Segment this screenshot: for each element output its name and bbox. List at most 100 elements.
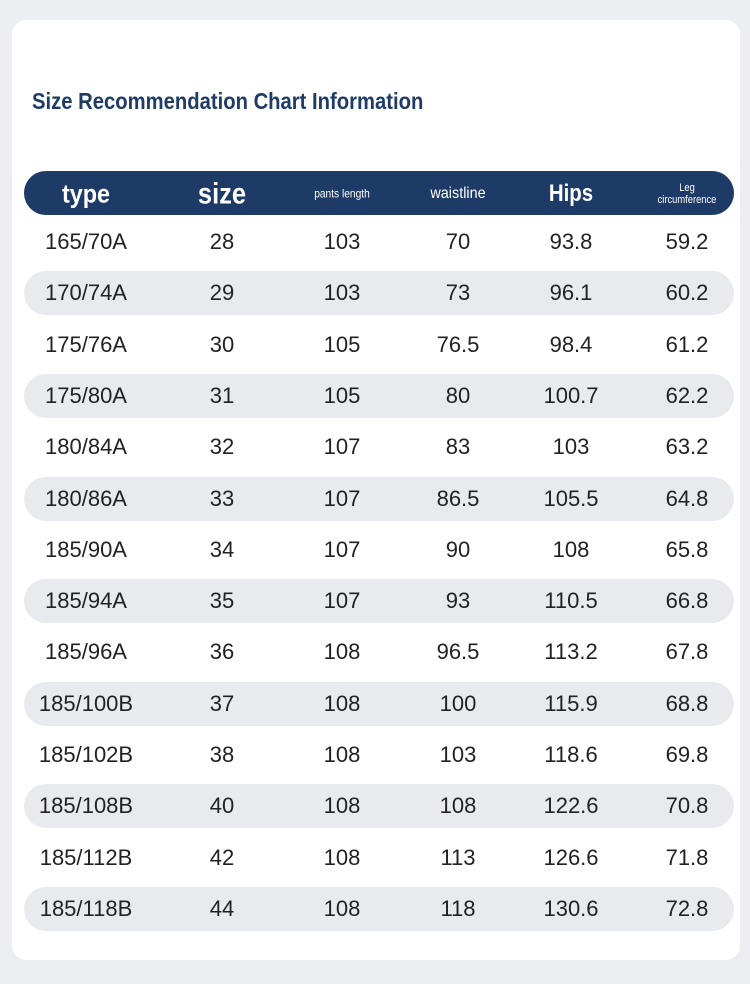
table-cell: 72.8 [665, 895, 709, 921]
table-cell: 175/80A [45, 382, 127, 408]
table-cell: 108 [323, 741, 361, 767]
table-cell: 35 [209, 588, 235, 613]
table-cell: 93 [445, 588, 471, 613]
table-cell: 100 [439, 690, 477, 716]
table-cell: 61.2 [665, 331, 709, 357]
table-cell: 76.5 [436, 331, 480, 357]
table-cell: 105.5 [543, 485, 599, 511]
table-cell: 185/118B [39, 895, 133, 921]
table-cell: 185/90A [45, 536, 127, 562]
header-cell: size [197, 177, 247, 211]
header-bar [24, 171, 734, 215]
table-cell: 103 [323, 228, 361, 254]
table-cell: 33 [209, 485, 235, 511]
table-cell: 64.8 [665, 485, 709, 511]
table-cell: 63.2 [665, 434, 709, 460]
table-cell: 108 [552, 536, 590, 562]
table-cell: 59.2 [665, 228, 709, 254]
header-cell: waistline [430, 185, 486, 203]
table-cell: 42 [209, 844, 235, 870]
table-cell: 60.2 [665, 280, 709, 306]
table-cell: 40 [209, 793, 235, 819]
table-cell: 107 [323, 485, 361, 511]
table-cell: 105 [323, 382, 361, 408]
table-cell: 185/102B [38, 741, 134, 767]
table-cell: 30 [209, 331, 235, 357]
table-cell: 107 [323, 536, 361, 562]
table-cell: 66.8 [665, 588, 709, 613]
table-cell: 68.8 [665, 690, 709, 716]
table-cell: 98.4 [549, 331, 593, 357]
table-cell: 34 [209, 536, 235, 562]
table-cell: 67.8 [665, 639, 709, 665]
table-cell: 29 [209, 280, 235, 306]
table-cell: 36 [209, 639, 235, 665]
row-stripe [24, 886, 734, 931]
header-cell: Hips [548, 179, 594, 207]
table-cell: 107 [323, 434, 361, 460]
table-cell: 185/108B [38, 793, 134, 819]
table-cell: 38 [209, 741, 235, 767]
table-cell: 113.2 [544, 639, 598, 665]
table-cell: 175/76A [45, 331, 127, 357]
table-cell: 86.5 [436, 485, 480, 511]
table-cell: 118.6 [544, 741, 598, 767]
table-cell: 108 [439, 793, 477, 819]
table-cell: 100.7 [543, 382, 599, 408]
table-cell: 96.1 [549, 280, 593, 306]
table-cell: 107 [323, 588, 361, 613]
table-cell: 108 [323, 895, 361, 921]
table-cell: 185/94A [45, 588, 127, 613]
table-cell: 130.6 [543, 895, 599, 921]
table-cell: 103 [552, 434, 590, 460]
table-cell: 113 [440, 844, 476, 870]
table-cell: 185/112B [39, 844, 133, 870]
table-cell: 165/70A [45, 228, 127, 254]
table-cell: 108 [323, 844, 361, 870]
table-cell: 108 [323, 690, 361, 716]
table-cell: 73 [445, 280, 471, 306]
table-cell: 44 [209, 895, 235, 921]
table-cell: 32 [209, 434, 235, 460]
table-cell: 31 [209, 382, 235, 408]
row-stripe [24, 373, 734, 418]
table-cell: 103 [439, 741, 477, 767]
table-cell: 185/100B [38, 690, 134, 716]
header-cell: pants length [314, 186, 370, 201]
table-cell: 70.8 [665, 793, 709, 819]
row-stripe [24, 579, 734, 624]
table-cell: 122.6 [543, 793, 599, 819]
table-cell: 69.8 [665, 741, 709, 767]
table-cell: 62.2 [665, 382, 709, 408]
table-cell: 180/84A [45, 434, 127, 460]
table-cell: 170/74A [45, 280, 127, 306]
table-cell: 103 [323, 280, 361, 306]
header-cell: Leg circumference [657, 181, 717, 206]
table-cell: 180/86A [45, 485, 127, 511]
table-cell: 185/96A [45, 639, 127, 665]
table-cell: 110.5 [544, 588, 598, 613]
row-stripe [24, 271, 734, 316]
table-cell: 28 [209, 228, 235, 254]
table-cell: 93.8 [549, 228, 593, 254]
row-stripe [24, 476, 734, 521]
table-cell: 80 [445, 382, 471, 408]
table-cell: 118 [440, 895, 476, 921]
header-cell: type [61, 178, 111, 209]
row-stripe [24, 784, 734, 829]
row-stripe [24, 681, 734, 726]
table-cell: 96.5 [436, 639, 480, 665]
table-cell: 108 [323, 639, 361, 665]
table-cell: 105 [323, 331, 361, 357]
table-cell: 115.9 [544, 690, 598, 716]
table-cell: 71.8 [665, 844, 709, 870]
table-cell: 70 [445, 228, 471, 254]
table-cell: 65.8 [665, 536, 709, 562]
table-cell: 37 [209, 690, 235, 716]
page-title: Size Recommendation Chart Information [32, 88, 424, 114]
table-cell: 126.6 [543, 844, 599, 870]
table-cell: 90 [445, 536, 471, 562]
table-cell: 108 [323, 793, 361, 819]
table-cell: 83 [445, 434, 471, 460]
